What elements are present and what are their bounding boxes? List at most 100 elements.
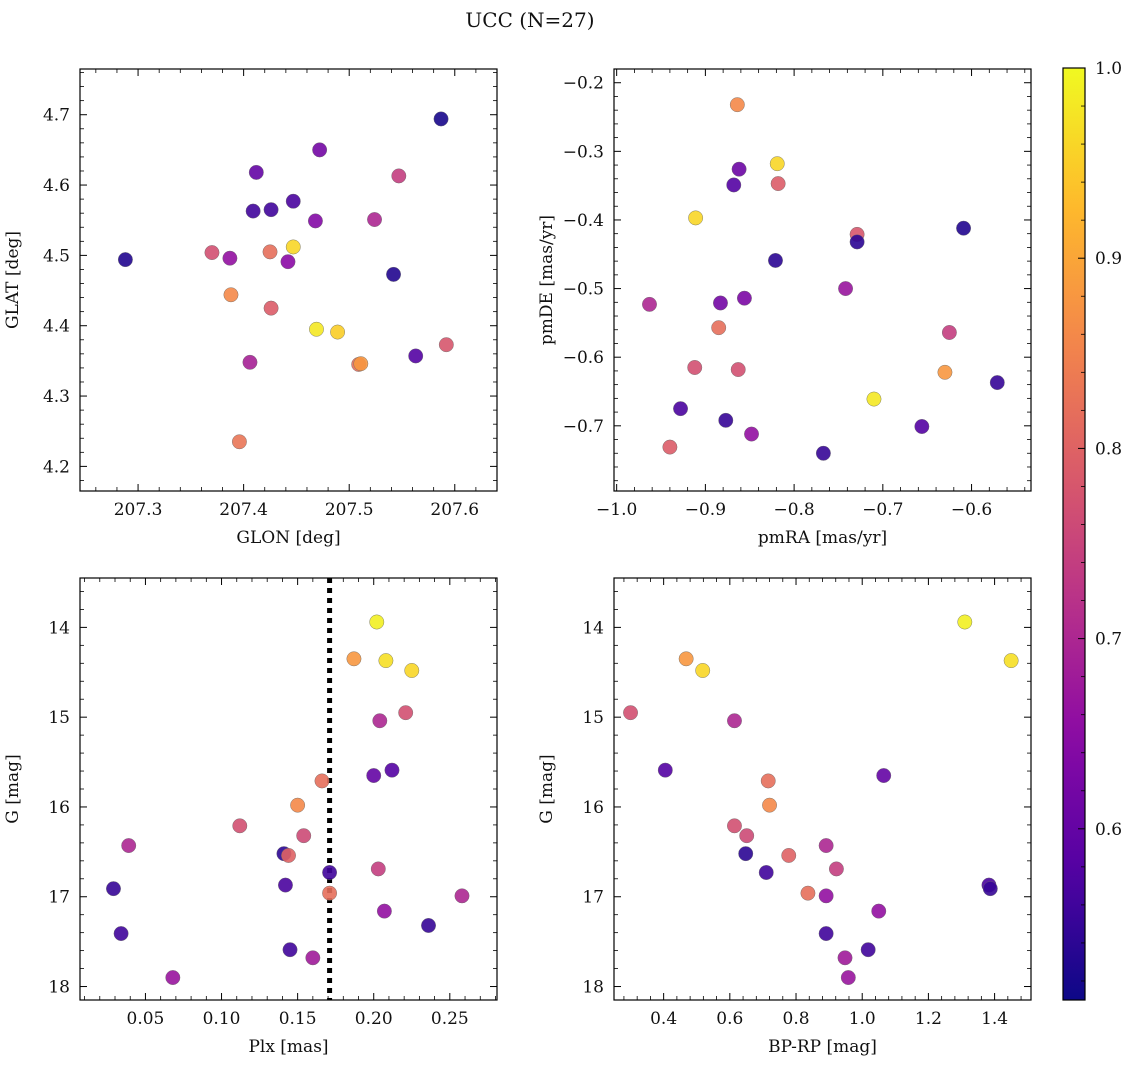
data-point — [242, 354, 258, 370]
y-tick-label: −0.5 — [563, 280, 604, 300]
panel-cmd: 0.4 0.6 0.8 1.0 1.2 1.4 14 15 16 17 18 BP-RP [mag] G… — [537, 577, 1032, 1057]
x-tick-label: 1.2 — [915, 1009, 942, 1029]
data-point — [744, 426, 759, 442]
y-tick-label: 4.5 — [43, 246, 70, 266]
data-point — [727, 713, 742, 729]
data-point — [421, 918, 436, 933]
x-tick-label: 0.10 — [203, 1009, 241, 1029]
data-point — [223, 287, 239, 303]
x-tick-label: 0.25 — [431, 1009, 469, 1029]
y-tick-label: 4.2 — [43, 457, 70, 477]
data-point — [305, 950, 321, 966]
data-point — [454, 888, 470, 904]
colorbar-frame — [1062, 67, 1086, 1001]
data-point — [818, 926, 834, 941]
data-point — [837, 950, 853, 966]
data-point — [296, 828, 312, 844]
data-point — [876, 768, 892, 783]
y-axis-label: G [mag] — [3, 754, 23, 823]
x-axis-label: BP-RP [mag] — [768, 1037, 877, 1057]
data-point — [386, 266, 401, 282]
data-point — [673, 401, 688, 417]
data-point — [204, 245, 220, 260]
data-point — [729, 97, 745, 113]
plot-frame — [79, 577, 498, 1001]
colorbar-gradient — [1063, 68, 1085, 1000]
data-point — [678, 651, 694, 667]
y-axis-label: G [mag] — [537, 754, 557, 823]
data-point — [308, 213, 323, 229]
colorbar-tick-label: 0.8 — [1095, 439, 1122, 459]
data-point — [762, 797, 777, 813]
y-tick-label: 14 — [582, 618, 604, 638]
data-point — [370, 861, 386, 877]
data-point — [718, 412, 734, 428]
data-point — [391, 168, 407, 184]
x-tick-label: −1.0 — [596, 500, 637, 520]
scatter-points — [642, 97, 1005, 461]
y-tick-label: 15 — [582, 708, 604, 728]
data-point — [121, 838, 137, 853]
data-point — [248, 164, 264, 180]
data-point — [398, 705, 414, 721]
data-point — [800, 885, 816, 901]
data-point — [739, 828, 755, 844]
data-point — [353, 356, 369, 372]
data-point — [285, 239, 301, 255]
x-tick-label: 1.0 — [849, 1009, 876, 1029]
data-point — [695, 663, 711, 678]
data-point — [278, 877, 293, 893]
x-axis-label: GLON [deg] — [236, 528, 340, 548]
data-point — [726, 177, 742, 193]
data-point — [366, 768, 382, 783]
x-tick-label: 0.6 — [716, 1009, 743, 1029]
data-point — [768, 253, 783, 268]
data-point — [713, 295, 728, 311]
x-axis-label: Plx [mas] — [248, 1037, 328, 1057]
data-point — [871, 903, 887, 919]
data-point — [840, 970, 856, 985]
data-point — [866, 391, 882, 407]
data-point — [815, 445, 831, 461]
data-point — [369, 614, 385, 630]
data-point — [829, 861, 844, 877]
data-point — [404, 663, 420, 678]
x-tick-label: −0.7 — [862, 500, 903, 520]
y-tick-label: −0.7 — [563, 417, 604, 437]
data-point — [781, 848, 797, 863]
y-tick-label: 4.7 — [43, 106, 70, 126]
x-tick-label: 0.15 — [279, 1009, 317, 1029]
y-tick-label: −0.6 — [563, 348, 604, 368]
panel-pm: −1.0 −0.9 −0.8 −0.7 −0.6 −0.7 −0.6 −0.5 −0.4 −0.3… — [537, 68, 1032, 548]
data-point — [322, 885, 337, 901]
data-point — [165, 970, 181, 985]
colorbar-tick-label: 0.7 — [1095, 630, 1122, 650]
data-point — [758, 865, 774, 880]
panel-sky: 207.3 207.4 207.5 207.6 4.2 4.3 4.4 4.5 4.6 4.7 GL… — [3, 68, 498, 548]
data-point — [314, 773, 330, 789]
data-point — [769, 156, 785, 172]
data-point — [731, 161, 747, 177]
data-point — [346, 651, 362, 667]
data-point — [438, 337, 454, 353]
panel-plx: 0.05 0.10 0.15 0.20 0.25 14 15 16 17 18 Plx [mas] G… — [3, 577, 498, 1057]
data-point — [281, 848, 296, 863]
y-axis-label: pmDE [mas/yr] — [537, 215, 557, 345]
data-point — [982, 881, 998, 897]
x-axis-label: pmRA [mas/yr] — [758, 528, 887, 548]
data-point — [372, 713, 388, 729]
data-point — [433, 111, 449, 127]
y-tick-label: 4.4 — [43, 317, 70, 337]
scatter-points — [623, 614, 1019, 985]
data-point — [367, 212, 382, 227]
data-point — [770, 176, 786, 191]
data-point — [730, 362, 746, 377]
data-point — [408, 348, 424, 364]
data-point — [222, 250, 238, 266]
data-point — [727, 818, 742, 834]
data-point — [263, 202, 279, 218]
y-tick-label: 4.3 — [43, 387, 70, 407]
y-tick-label: 14 — [48, 618, 70, 638]
data-point — [989, 375, 1005, 390]
data-point — [760, 773, 776, 789]
